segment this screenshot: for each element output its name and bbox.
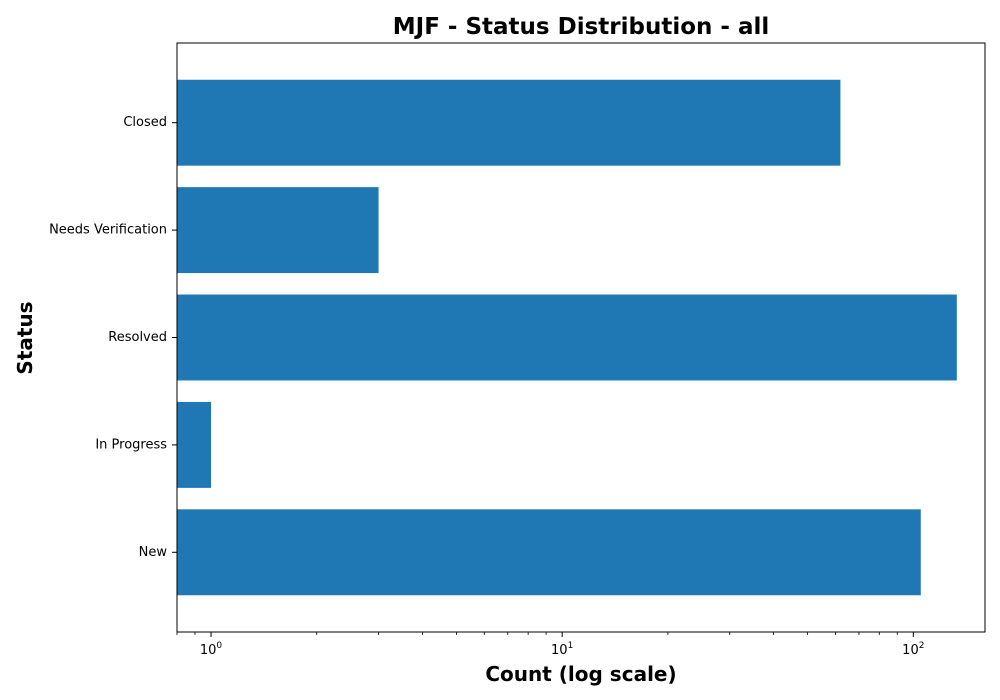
plot-frame <box>176 42 986 633</box>
x-axis-label: Count (log scale) <box>485 662 676 686</box>
y-tick-label-closed: Closed <box>123 115 167 130</box>
x-tick-label: 102 <box>902 641 924 658</box>
y-axis-label: Status <box>13 301 37 374</box>
bar-needs-verification <box>177 187 379 274</box>
bar-in-progress <box>177 401 212 488</box>
bar-closed <box>177 79 841 166</box>
y-tick-label-resolved: Resolved <box>108 330 167 345</box>
bar-resolved <box>177 294 957 381</box>
y-tick-label-in-progress: In Progress <box>95 437 167 452</box>
x-tick-label: 100 <box>200 641 223 658</box>
y-axis-ticks: New In Progress Resolved Needs Verification… <box>49 115 177 560</box>
chart-title: MJF - Status Distribution - all <box>393 14 770 40</box>
bars-group <box>177 79 957 596</box>
x-tick-label: 101 <box>551 641 573 658</box>
y-tick-label-needs-verification: Needs Verification <box>49 223 167 238</box>
bar-new <box>177 509 921 596</box>
y-tick-label-new: New <box>139 545 168 560</box>
x-axis-ticks: 100 101 102 <box>176 632 924 658</box>
